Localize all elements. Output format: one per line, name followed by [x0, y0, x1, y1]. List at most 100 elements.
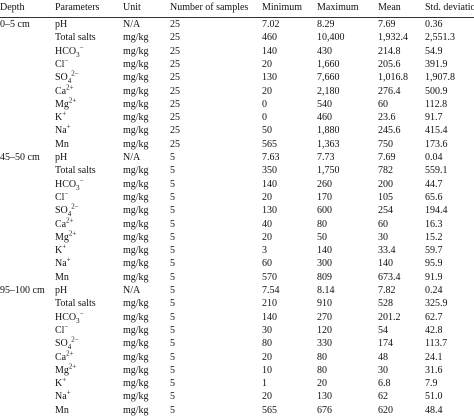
value-cell: 5 [170, 338, 175, 350]
value-cell: 24.1 [425, 351, 443, 363]
value-cell: 5 [170, 391, 175, 403]
value-cell: 112.8 [425, 98, 448, 110]
value-cell: 1,363 [317, 138, 340, 150]
value-cell: 25 [170, 58, 180, 70]
parameter-cell: HCO3− [55, 44, 84, 58]
parameter-sup: + [66, 123, 71, 132]
parameter-cell: Ca2+ [55, 350, 74, 364]
value-cell: 130 [262, 205, 277, 217]
value-cell: 2,551.3 [425, 32, 455, 44]
parameter-base: HCO [55, 178, 77, 190]
value-cell: mg/kg [123, 311, 149, 323]
value-cell: mg/kg [123, 258, 149, 270]
value-cell: 42.8 [425, 324, 443, 336]
value-cell: 201.2 [378, 311, 401, 323]
value-cell: 80 [317, 218, 327, 230]
value-cell: 415.4 [425, 125, 448, 137]
parameter-sup: + [62, 242, 67, 251]
value-cell: 565 [262, 138, 277, 150]
value-cell: 10,400 [317, 32, 345, 44]
value-cell: 140 [378, 258, 393, 270]
value-cell: 750 [378, 138, 393, 150]
value-cell: 59.7 [425, 245, 443, 257]
parameter-base: Total salts [55, 298, 96, 310]
value-cell: 113.7 [425, 338, 448, 350]
value-cell: 60 [378, 218, 388, 230]
value-cell: mg/kg [123, 378, 149, 390]
value-cell: 25 [170, 19, 180, 30]
parameter-cell: pH [55, 19, 67, 31]
parameter-base: Na [55, 258, 67, 270]
parameter-sup: − [64, 189, 69, 198]
value-cell: 173.6 [425, 138, 448, 150]
value-cell: mg/kg [123, 364, 149, 376]
value-cell: 48.4 [425, 404, 443, 416]
value-cell: 7.69 [378, 152, 396, 163]
parameter-base: K [55, 378, 63, 390]
value-cell: mg/kg [123, 218, 149, 230]
parameter-base: Mg [55, 231, 69, 243]
value-cell: 23.6 [378, 112, 396, 124]
value-cell: 54 [378, 324, 388, 336]
header-cell: Minimum [262, 2, 303, 13]
header-cell: Std. deviation [425, 2, 474, 13]
value-cell: 350 [262, 165, 277, 177]
parameter-base: pH [55, 285, 68, 296]
value-cell: 676 [317, 404, 332, 416]
value-cell: 20 [262, 231, 272, 243]
parameter-sup: − [64, 56, 69, 65]
value-cell: 210 [262, 298, 277, 310]
value-cell: 270 [317, 311, 332, 323]
value-cell: 570 [262, 271, 277, 283]
value-cell: 5 [170, 378, 175, 390]
value-cell: 5 [170, 351, 175, 363]
value-cell: 325.9 [425, 298, 448, 310]
value-cell: 5 [170, 218, 175, 230]
value-cell: 540 [317, 98, 332, 110]
value-cell: 20 [262, 351, 272, 363]
parameter-cell: Mn [55, 139, 69, 151]
value-cell: 80 [317, 364, 327, 376]
value-cell: mg/kg [123, 298, 149, 310]
value-cell: 910 [317, 298, 332, 310]
parameter-cell: Mg2+ [55, 230, 76, 244]
parameter-cell: Cl− [55, 323, 68, 337]
parameter-sub: 3 [76, 183, 80, 192]
parameter-cell: Mg2+ [55, 363, 76, 377]
parameter-cell: Mn [55, 405, 69, 417]
value-cell: 600 [317, 205, 332, 217]
value-cell: 0.36 [425, 19, 443, 30]
value-cell: 140 [262, 311, 277, 323]
value-cell: 60 [378, 98, 388, 110]
depth-cell: 95–100 cm [0, 285, 45, 296]
value-cell: mg/kg [123, 138, 149, 150]
parameter-base: Mg [55, 364, 69, 376]
value-cell: mg/kg [123, 231, 149, 243]
value-cell: 5 [170, 324, 175, 336]
value-cell: 1 [262, 378, 267, 390]
parameter-sup: + [66, 256, 71, 265]
depth-cell: 0–5 cm [0, 19, 30, 30]
value-cell: 25 [170, 72, 180, 84]
value-cell: 7.02 [262, 19, 280, 30]
value-cell: mg/kg [123, 271, 149, 283]
parameter-sup: 2− [71, 335, 79, 344]
value-cell: 5 [170, 191, 175, 203]
parameter-base: Mn [55, 404, 69, 416]
parameter-cell: Ca2+ [55, 84, 74, 98]
parameter-cell: pH [55, 152, 67, 164]
parameter-cell: HCO3− [55, 310, 84, 324]
value-cell: 8.29 [317, 19, 335, 30]
value-cell: mg/kg [123, 338, 149, 350]
value-cell: 25 [170, 125, 180, 137]
value-cell: 16.3 [425, 218, 443, 230]
parameter-cell: pH [55, 285, 67, 297]
value-cell: mg/kg [123, 245, 149, 257]
parameter-cell: SO42− [55, 335, 79, 350]
parameter-base: SO [55, 338, 68, 350]
value-cell: 245.6 [378, 125, 401, 137]
value-cell: 3 [262, 245, 267, 257]
parameter-cell: SO42− [55, 203, 79, 217]
value-cell: 809 [317, 271, 332, 283]
